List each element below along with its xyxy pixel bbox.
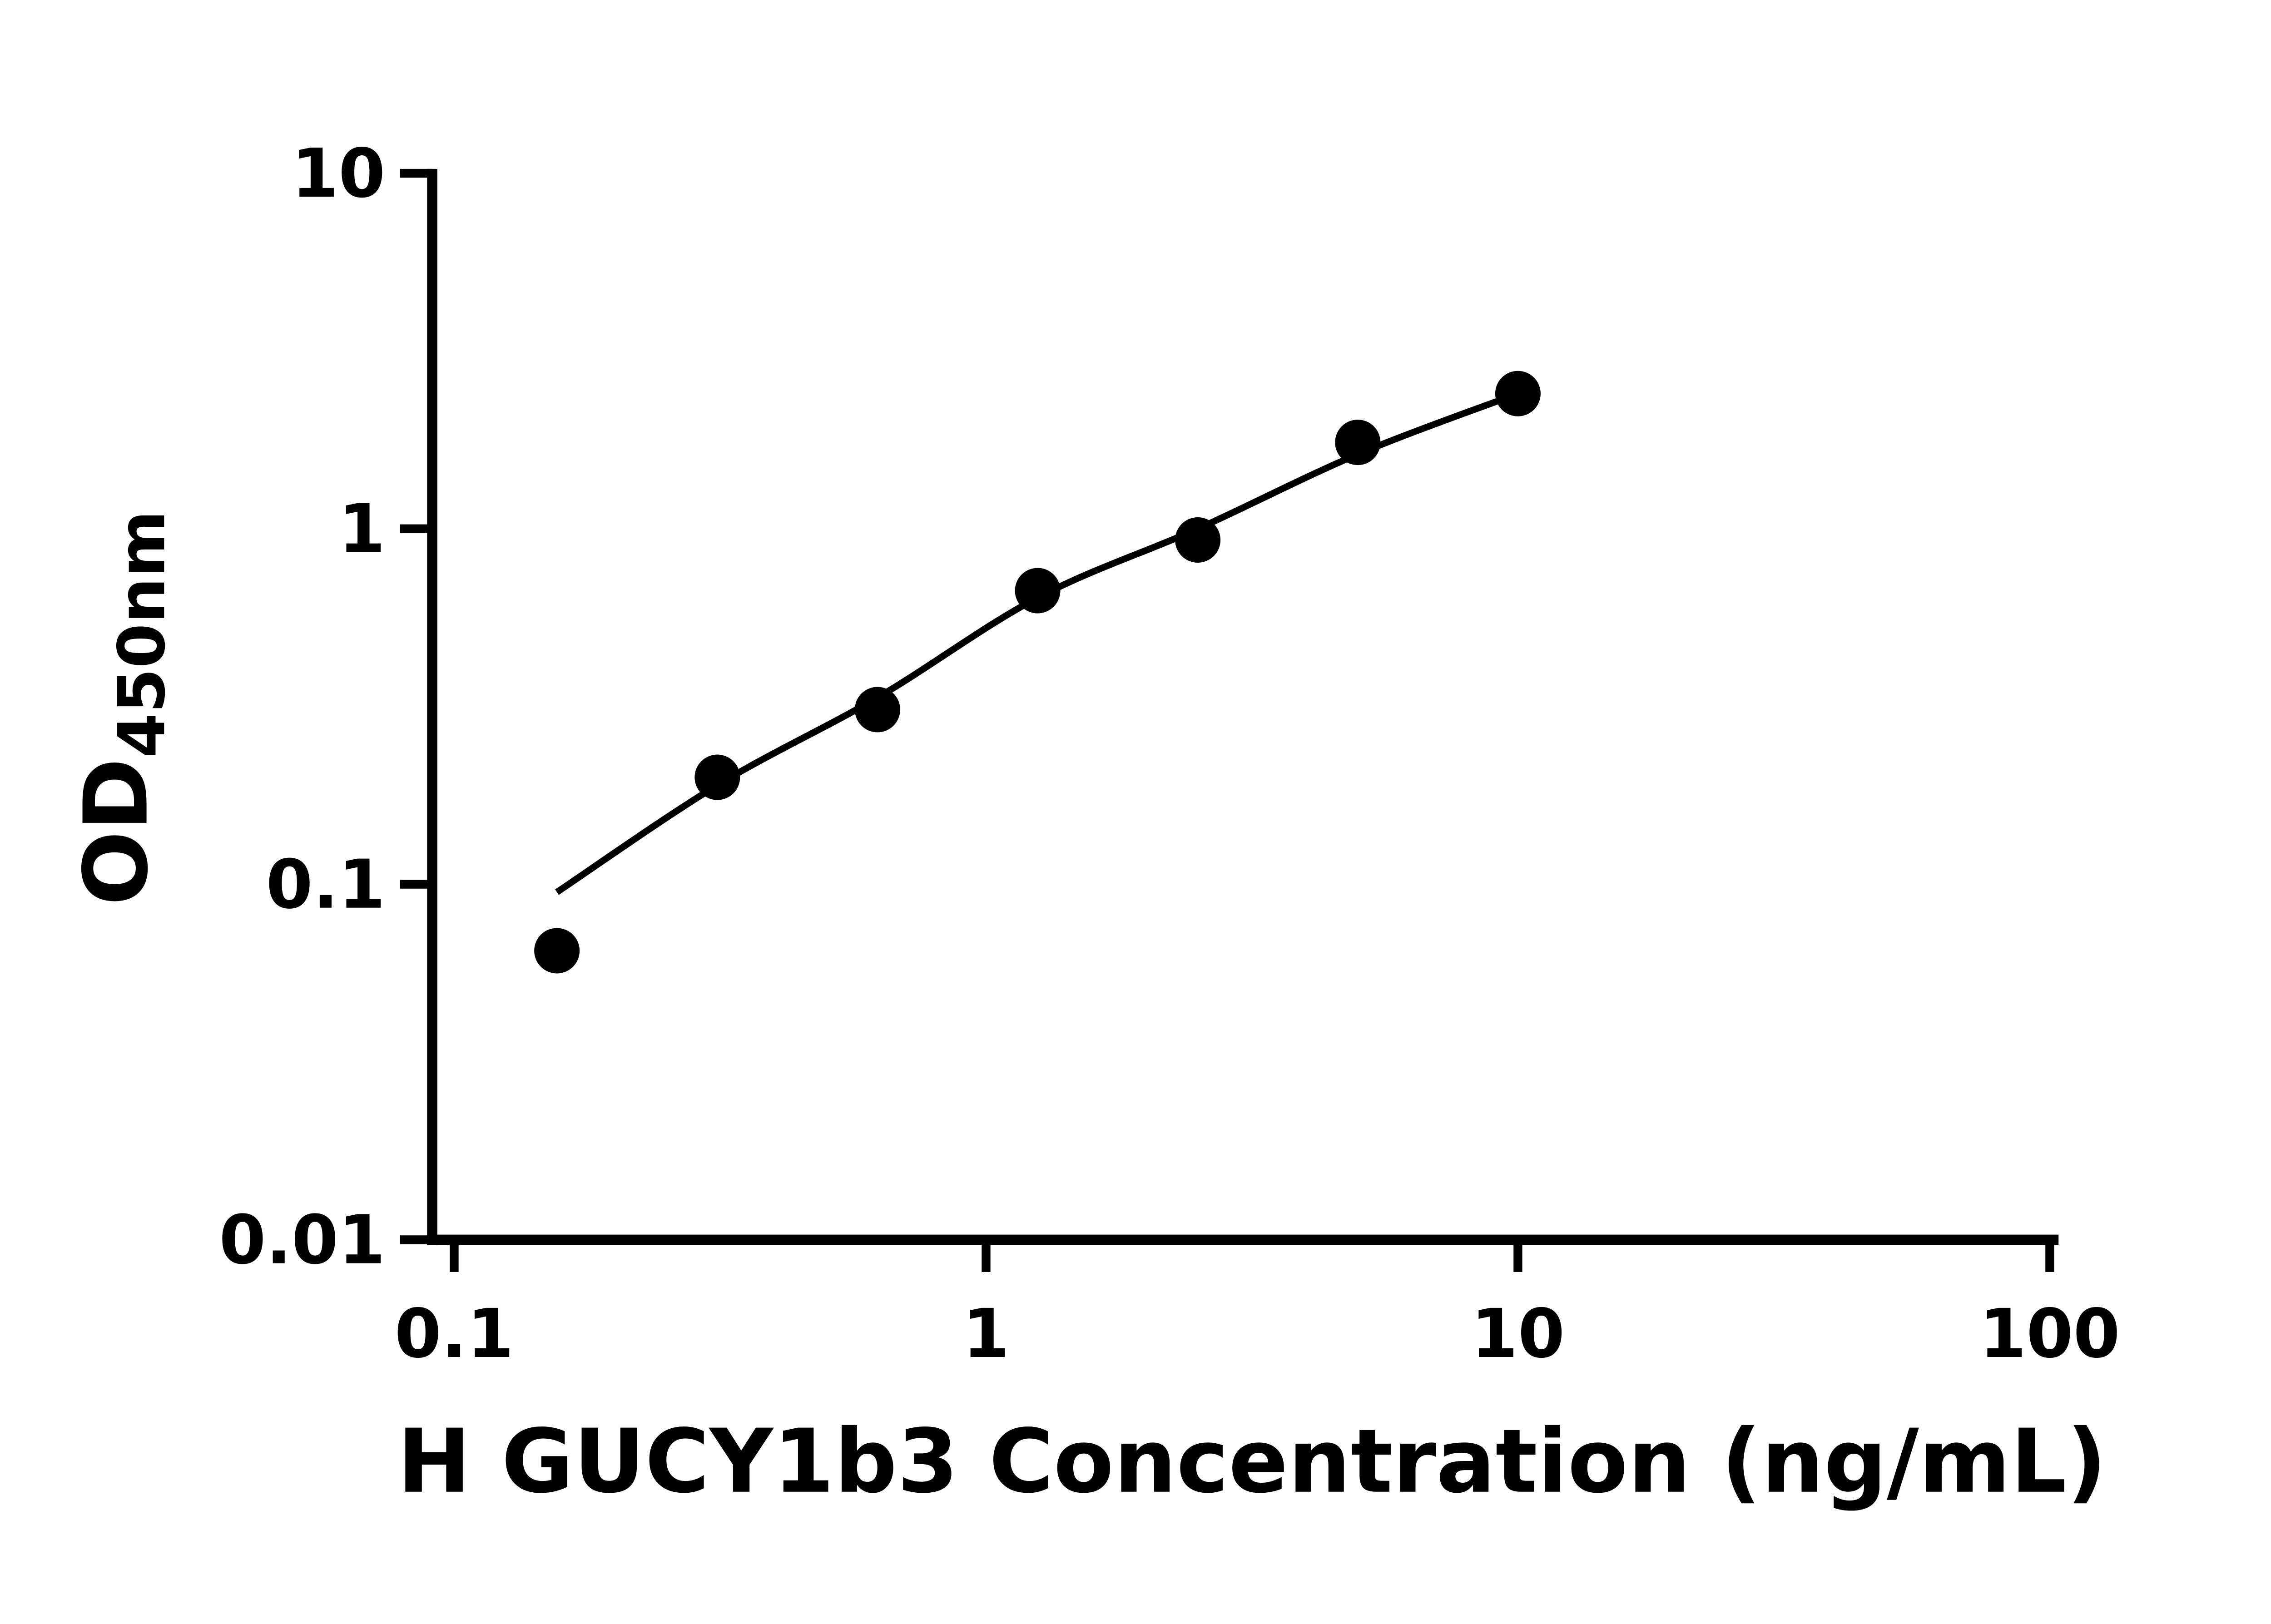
x-tick-label: 1 — [962, 1294, 1009, 1373]
y-axis-title: OD450nm — [65, 510, 180, 906]
x-tick-label: 10 — [1471, 1294, 1565, 1373]
data-points — [534, 371, 1541, 974]
x-tick-label: 100 — [1979, 1294, 2120, 1373]
data-point — [1495, 371, 1541, 416]
fit-curve — [555, 390, 1519, 895]
x-axis-title: H GUCY1b3 Concentration (ng/mL) — [397, 1410, 2107, 1513]
y-tick-label: 1 — [338, 490, 385, 568]
y-tick-label: 0.01 — [219, 1201, 385, 1279]
data-point — [534, 928, 580, 974]
data-point — [694, 754, 740, 800]
y-axis-title-main: OD — [65, 758, 168, 906]
y-axis-title-subscript: 450nm — [104, 510, 179, 758]
tick-marks — [400, 168, 2054, 1272]
data-point — [1335, 420, 1381, 465]
y-tick-label: 0.1 — [266, 845, 386, 924]
axes — [427, 168, 2059, 1245]
data-point — [1175, 517, 1221, 563]
y-tick-label: 10 — [292, 134, 385, 213]
x-tick-label: 0.1 — [395, 1294, 514, 1373]
data-point — [1015, 568, 1061, 614]
data-point — [854, 687, 900, 733]
